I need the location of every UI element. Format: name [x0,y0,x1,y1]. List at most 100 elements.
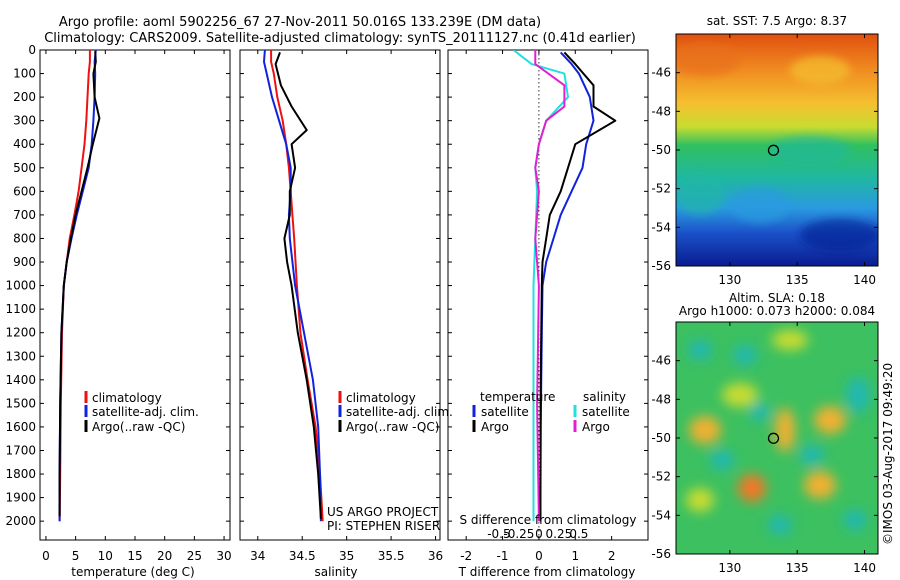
x-tick-label: 30 [216,549,231,563]
map-y-tick-label: -50 [651,431,671,445]
sst-warm-patch [676,44,740,76]
argo-line [534,50,566,522]
sst-green-patch [676,175,725,215]
map-x-tick-label: 135 [786,561,809,575]
depth-tick-label: 1800 [5,467,36,481]
map-x-tick-label: 140 [853,561,876,575]
x-tick-label: 15 [127,549,142,563]
salinity-axis-ticks: 34 34.5 35 35.5 36 [240,49,443,563]
depth-tick-label: 900 [13,255,36,269]
sla-low-blob [846,377,870,413]
x-tick-label: 1 [571,549,579,563]
map-y-tick-label: -48 [651,392,671,406]
argo-line [539,51,617,522]
map-y-tick-label: -48 [651,104,671,118]
map-y-tick-label: -54 [651,220,671,234]
x-tick-label: 35.5 [378,549,405,563]
map-y-tick-label: -54 [651,508,671,522]
difference-xlabel: T difference from climatology [458,565,636,579]
map-x-tick-label: 135 [786,273,809,287]
sla-heatmap [676,322,878,554]
sla-low-blob [710,450,734,470]
s-tick-label: 0.25 [546,527,573,541]
sla-low-blob [750,403,770,421]
map-y-tick-label: -56 [651,259,671,273]
depth-tick-label: 500 [13,161,36,175]
legend-label-climatology: climatology [92,391,162,405]
depth-tick-label: 0 [28,43,36,57]
legend-header-salinity: salinity [583,390,626,404]
x-tick-label: 0 [42,549,50,563]
satellite-line [539,51,595,522]
temperature-xlabel: temperature (deg C) [71,565,194,579]
salinity-panel-frame [239,49,441,541]
difference-legend: temperature salinity satellite Argo sate… [472,390,630,434]
header-line-2: Climatology: CARS2009. Satellite-adjuste… [44,31,636,46]
temperature-legend: climatology satellite-adj. clim. Argo(..… [84,391,199,434]
depth-tick-label: 800 [13,231,36,245]
s-tick-label: 0.5 [569,527,588,541]
depth-tick-label: 400 [13,137,36,151]
sst-cold-patch [800,219,878,251]
sst-cool-patch [730,187,790,223]
depth-tick-label: 1000 [5,279,36,293]
depth-tick-label: 600 [13,184,36,198]
depth-tick-label: 1900 [5,491,36,505]
depth-tick-label: 1400 [5,373,36,387]
sst-map-title: sat. SST: 7.5 Argo: 8.37 [707,14,847,28]
x-tick-label: 0 [535,549,543,563]
legend-label-argo: Argo(..raw -QC) [92,420,185,434]
legend-label-t-argo: Argo [481,420,509,434]
project-credit: US ARGO PROJECT [327,505,439,519]
legend-label-satellite: satellite-adj. clim. [346,405,453,419]
difference-panel-frame [447,49,649,541]
difference-series [512,50,617,522]
difference-axis-ticks: -2 -1 0 1 2-0.5-0.25 0 0.250.5 [448,49,648,563]
depth-tick-label: 2000 [5,514,36,528]
x-tick-label: 20 [157,549,172,563]
map-y-tick-label: -56 [651,547,671,561]
x-tick-label: 10 [98,549,113,563]
sla-high-blob [775,408,795,452]
sla-high-blob [772,330,808,350]
x-tick-label: 2 [608,549,616,563]
header-line-1: Argo profile: aoml 5902256_67 27-Nov-201… [59,15,541,30]
sla-high-blob [689,416,721,444]
x-tick-label: 25 [187,549,202,563]
sla-map-title-1: Altim. SLA: 0.18 [729,291,825,305]
x-tick-label: 34.5 [289,549,316,563]
s-tick-label: -0.25 [503,527,534,541]
temperature-axis-ticks: 0100200300400500600700800900100011001200… [5,43,231,563]
s-tick-label: -0.5 [487,527,510,541]
pi-credit: PI: STEPHEN RISER [327,519,440,533]
sla-low-blob [768,515,792,535]
satellite-adj-clim-line [58,50,97,522]
sla-low-blob [733,345,757,365]
argo-position-marker [767,144,780,156]
sst-map-ticks: 130 135 140 -46 -48 -50 -52 -54 -56 [651,34,878,287]
depth-tick-label: 200 [13,90,36,104]
depth-tick-label: 300 [13,114,36,128]
argo-raw-qc-line [274,52,322,519]
salinity-series [263,50,324,522]
argo-position-marker [767,432,780,444]
depth-tick-label: 1300 [5,349,36,363]
sst-cool-patch [770,136,850,164]
map-x-tick-label: 130 [718,561,741,575]
legend-label-climatology: climatology [346,391,416,405]
sla-low-blob [843,510,867,530]
depth-tick-label: 1700 [5,443,36,457]
map-y-tick-label: -52 [651,182,671,196]
map-y-tick-label: -52 [651,470,671,484]
legend-label-t-satellite: satellite [481,405,529,419]
sla-high-blob [722,383,758,407]
climatology-line [270,50,324,522]
salinity-legend: climatology satellite-adj. clim. Argo(..… [338,391,453,434]
argo-raw-qc-line [58,51,101,517]
depth-tick-label: 1600 [5,420,36,434]
map-x-tick-label: 140 [853,273,876,287]
sla-low-blob [800,445,824,465]
sla-low-blob [688,340,712,360]
sla-map-ticks: 130 135 140 -46 -48 -50 -52 -54 -56 [651,322,878,575]
legend-label-satellite: satellite-adj. clim. [92,405,199,419]
